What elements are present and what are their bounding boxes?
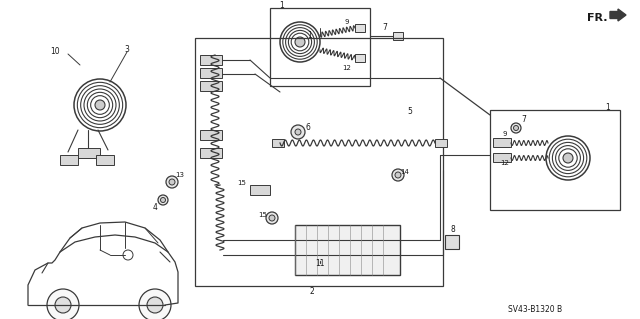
Text: 6: 6 [305, 123, 310, 132]
Bar [200, 68, 222, 78]
Bar [200, 148, 222, 158]
Circle shape [511, 123, 521, 133]
Text: 7: 7 [522, 115, 527, 124]
Text: 1: 1 [280, 2, 284, 11]
Text: 2: 2 [310, 286, 314, 295]
Bar [200, 130, 222, 140]
Circle shape [295, 129, 301, 135]
Text: 3: 3 [125, 46, 129, 55]
Bar [200, 81, 222, 91]
Text: FR.: FR. [587, 13, 607, 23]
Text: 12: 12 [500, 160, 509, 166]
Bar [355, 24, 365, 32]
Circle shape [291, 125, 305, 139]
Text: 1: 1 [605, 102, 611, 112]
Bar [250, 185, 270, 195]
Text: 1: 1 [308, 31, 312, 40]
Text: 9: 9 [345, 19, 349, 25]
Circle shape [395, 172, 401, 178]
Circle shape [266, 212, 278, 224]
Text: 8: 8 [451, 226, 456, 234]
Bar [272, 139, 284, 147]
Circle shape [392, 169, 404, 181]
Bar [493, 153, 511, 162]
Bar [490, 110, 620, 210]
Bar [493, 138, 511, 147]
Text: 10: 10 [50, 48, 60, 56]
Text: 15: 15 [237, 180, 246, 186]
Text: 5: 5 [408, 108, 412, 116]
Text: 11: 11 [316, 258, 324, 268]
Bar [270, 8, 370, 86]
Circle shape [269, 215, 275, 221]
Text: 4: 4 [152, 203, 157, 211]
Text: 7: 7 [383, 24, 387, 33]
Circle shape [169, 179, 175, 185]
Text: 15: 15 [259, 212, 268, 218]
Circle shape [295, 37, 305, 47]
Circle shape [95, 100, 105, 110]
Bar [78, 148, 100, 158]
Bar [96, 155, 114, 165]
Bar [393, 32, 403, 40]
Bar [60, 155, 78, 165]
Circle shape [55, 297, 71, 313]
Circle shape [139, 289, 171, 319]
Text: 13: 13 [175, 172, 184, 178]
Text: 14: 14 [401, 169, 410, 175]
Circle shape [166, 176, 178, 188]
Bar [445, 235, 459, 249]
Bar [355, 54, 365, 62]
Circle shape [513, 125, 518, 130]
Bar [435, 139, 447, 147]
Circle shape [158, 195, 168, 205]
Bar [195, 38, 443, 286]
Circle shape [161, 197, 166, 203]
Circle shape [147, 297, 163, 313]
Circle shape [47, 289, 79, 319]
Bar [200, 55, 222, 65]
Circle shape [563, 153, 573, 163]
Text: SV43-B1320 B: SV43-B1320 B [508, 306, 562, 315]
Text: 12: 12 [342, 65, 351, 71]
Bar [295, 225, 400, 275]
FancyArrow shape [610, 9, 626, 21]
Text: 9: 9 [503, 131, 508, 137]
